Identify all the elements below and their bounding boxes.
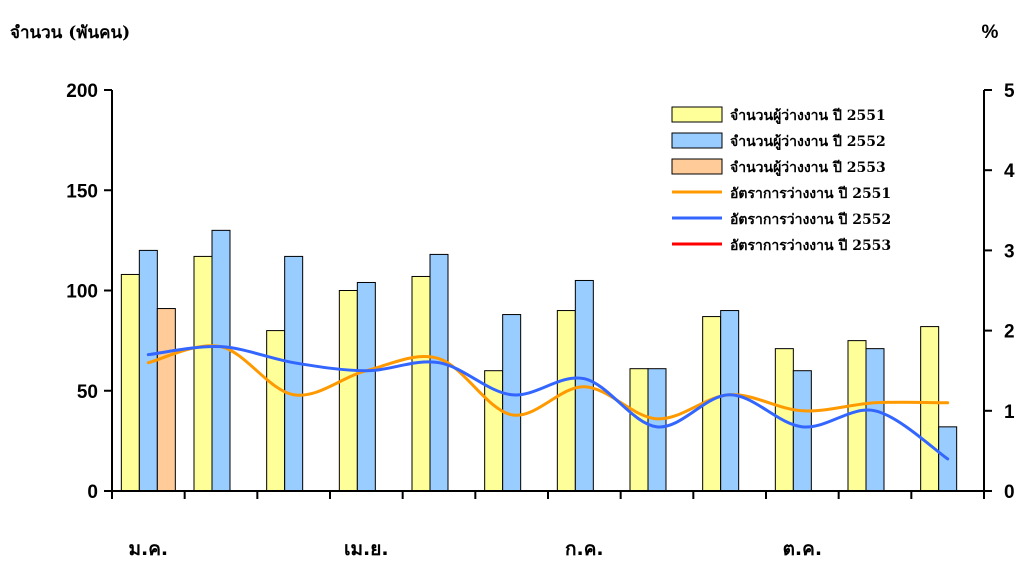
bar-series1-11 — [847, 340, 867, 492]
right-axis-title: % — [982, 22, 999, 43]
bar-series3-1 — [156, 308, 176, 492]
month-label: ต.ค. — [783, 538, 822, 560]
legend-swatch-bar-2 — [671, 132, 723, 149]
bar-series1-5 — [411, 275, 431, 492]
right-tick-label: 0 — [1004, 482, 1015, 503]
bar-series2-2 — [211, 229, 231, 492]
legend-label-line-3: อัตราการว่างงาน ปี 2553 — [730, 238, 891, 254]
right-tick-label: 3 — [1004, 241, 1015, 262]
bar-series1-7 — [556, 310, 576, 492]
bar-series2-8 — [647, 368, 667, 492]
bars-layer — [120, 229, 958, 492]
bar-series1-4 — [338, 290, 358, 492]
left-tick-label: 150 — [66, 181, 98, 202]
line-series1 — [146, 344, 950, 421]
month-label: ก.ค. — [565, 538, 604, 560]
bar-series1-1 — [120, 273, 140, 492]
bar-series1-3 — [266, 330, 286, 492]
right-tick-label: 1 — [1004, 402, 1015, 423]
bar-series2-10 — [792, 370, 812, 492]
right-tick-label: 5 — [1004, 81, 1015, 102]
legend-label-line-1: อัตราการว่างงาน ปี 2551 — [730, 186, 891, 202]
bar-series2-1 — [138, 249, 158, 492]
bar-series1-2 — [193, 255, 213, 492]
legend-swatch-bar-1 — [671, 106, 723, 123]
bar-series2-3 — [284, 255, 304, 492]
legend-label-bar-3: จำนวนผู้ว่างงาน ปี 2553 — [730, 160, 886, 176]
month-label: ม.ค. — [128, 538, 168, 560]
lines-layer — [146, 344, 950, 461]
legend-label-line-2: อัตราการว่างงาน ปี 2552 — [730, 212, 891, 228]
bar-series1-12 — [920, 326, 940, 492]
legend-label-bar-1: จำนวนผู้ว่างงาน ปี 2551 — [730, 108, 886, 124]
axes-layer: 0 50 100 150 200 0 1 2 3 4 5 ม.ค. เม.ย. ก.ค. ต.ค. — [66, 81, 1015, 560]
bar-series2-6 — [502, 314, 522, 492]
legend-label-bar-2: จำนวนผู้ว่างงาน ปี 2552 — [730, 134, 886, 150]
legend: จำนวนผู้ว่างงาน ปี 2551 จำนวนผู้ว่างงาน ป… — [671, 106, 891, 254]
legend-swatch-bar-3 — [671, 158, 723, 175]
left-tick-label: 50 — [77, 382, 98, 403]
line-series2 — [146, 345, 950, 461]
right-tick-label: 2 — [1004, 322, 1015, 343]
left-tick-label: 0 — [87, 482, 98, 503]
left-tick-label: 200 — [66, 81, 98, 102]
bar-series2-11 — [865, 348, 885, 492]
month-label: เม.ย. — [344, 538, 389, 560]
bar-series2-4 — [356, 281, 376, 492]
left-tick-label: 100 — [66, 282, 98, 303]
bar-series1-8 — [629, 368, 649, 492]
right-tick-label: 4 — [1004, 161, 1015, 182]
left-axis-title: จำนวน (พันคน) — [10, 23, 130, 43]
bar-series2-5 — [429, 253, 449, 492]
bar-series2-9 — [720, 310, 740, 492]
